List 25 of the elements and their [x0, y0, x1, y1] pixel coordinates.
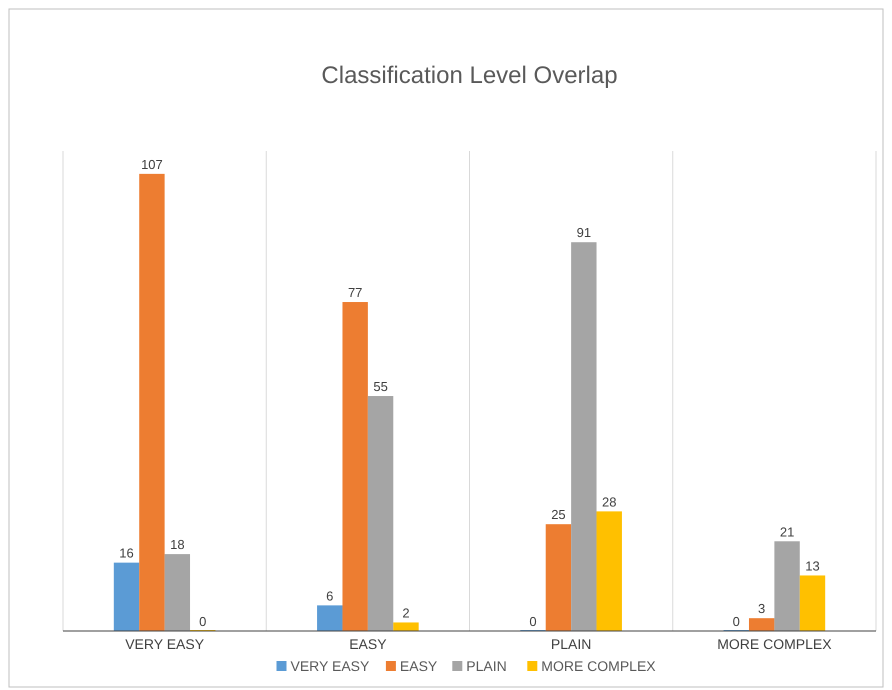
data-label: 13 [805, 558, 820, 574]
data-label: 28 [602, 494, 616, 510]
legend-label: MORE COMPLEX [541, 658, 656, 674]
x-tick-label: EASY [349, 636, 388, 652]
legend-label: PLAIN [466, 658, 507, 674]
legend-label: EASY [400, 658, 438, 674]
data-label: 16 [119, 546, 134, 561]
x-tick-label: MORE COMPLEX [717, 636, 832, 652]
data-label: 107 [141, 156, 163, 172]
data-label: 77 [348, 285, 362, 300]
data-label: 18 [170, 537, 185, 552]
data-label: 25 [551, 507, 566, 522]
data-label: 3 [758, 601, 766, 616]
data-label: 2 [402, 605, 410, 620]
chart-title: Classification Level Overlap [321, 62, 618, 89]
data-label: 0 [732, 614, 740, 629]
data-label: 91 [576, 225, 592, 240]
data-label: 0 [529, 614, 537, 629]
data-label: 6 [326, 588, 334, 604]
data-label: 21 [780, 524, 794, 540]
x-tick-label: VERY EASY [125, 636, 205, 652]
x-tick-label: PLAIN [550, 636, 592, 652]
legend-label: VERY EASY [290, 658, 370, 674]
data-label: 0 [199, 614, 206, 629]
data-label: 55 [373, 379, 388, 394]
